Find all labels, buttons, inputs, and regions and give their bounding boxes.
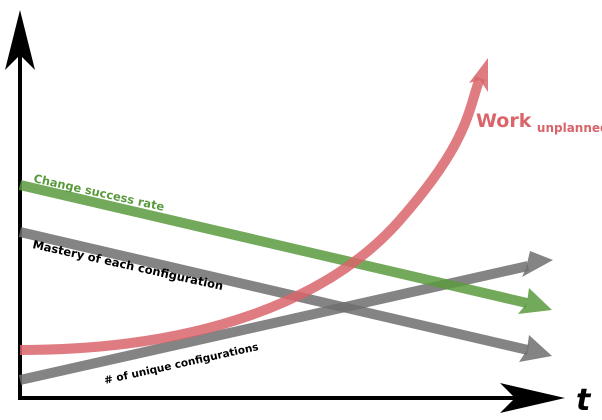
- x-axis-label: t: [576, 383, 592, 418]
- work-unplanned-label: Work unplanned: [476, 110, 602, 135]
- mastery-line: [20, 232, 528, 350]
- axes: t: [5, 10, 592, 418]
- work-unplanned-label-sub: unplanned: [537, 121, 602, 135]
- work-unplanned-label-main: Work: [476, 110, 532, 132]
- unique-configs-series: [20, 251, 553, 380]
- work-unplanned-curve: [20, 78, 480, 350]
- mastery-label: Mastery of each configuration: [31, 237, 224, 293]
- change-success-line: [20, 185, 527, 303]
